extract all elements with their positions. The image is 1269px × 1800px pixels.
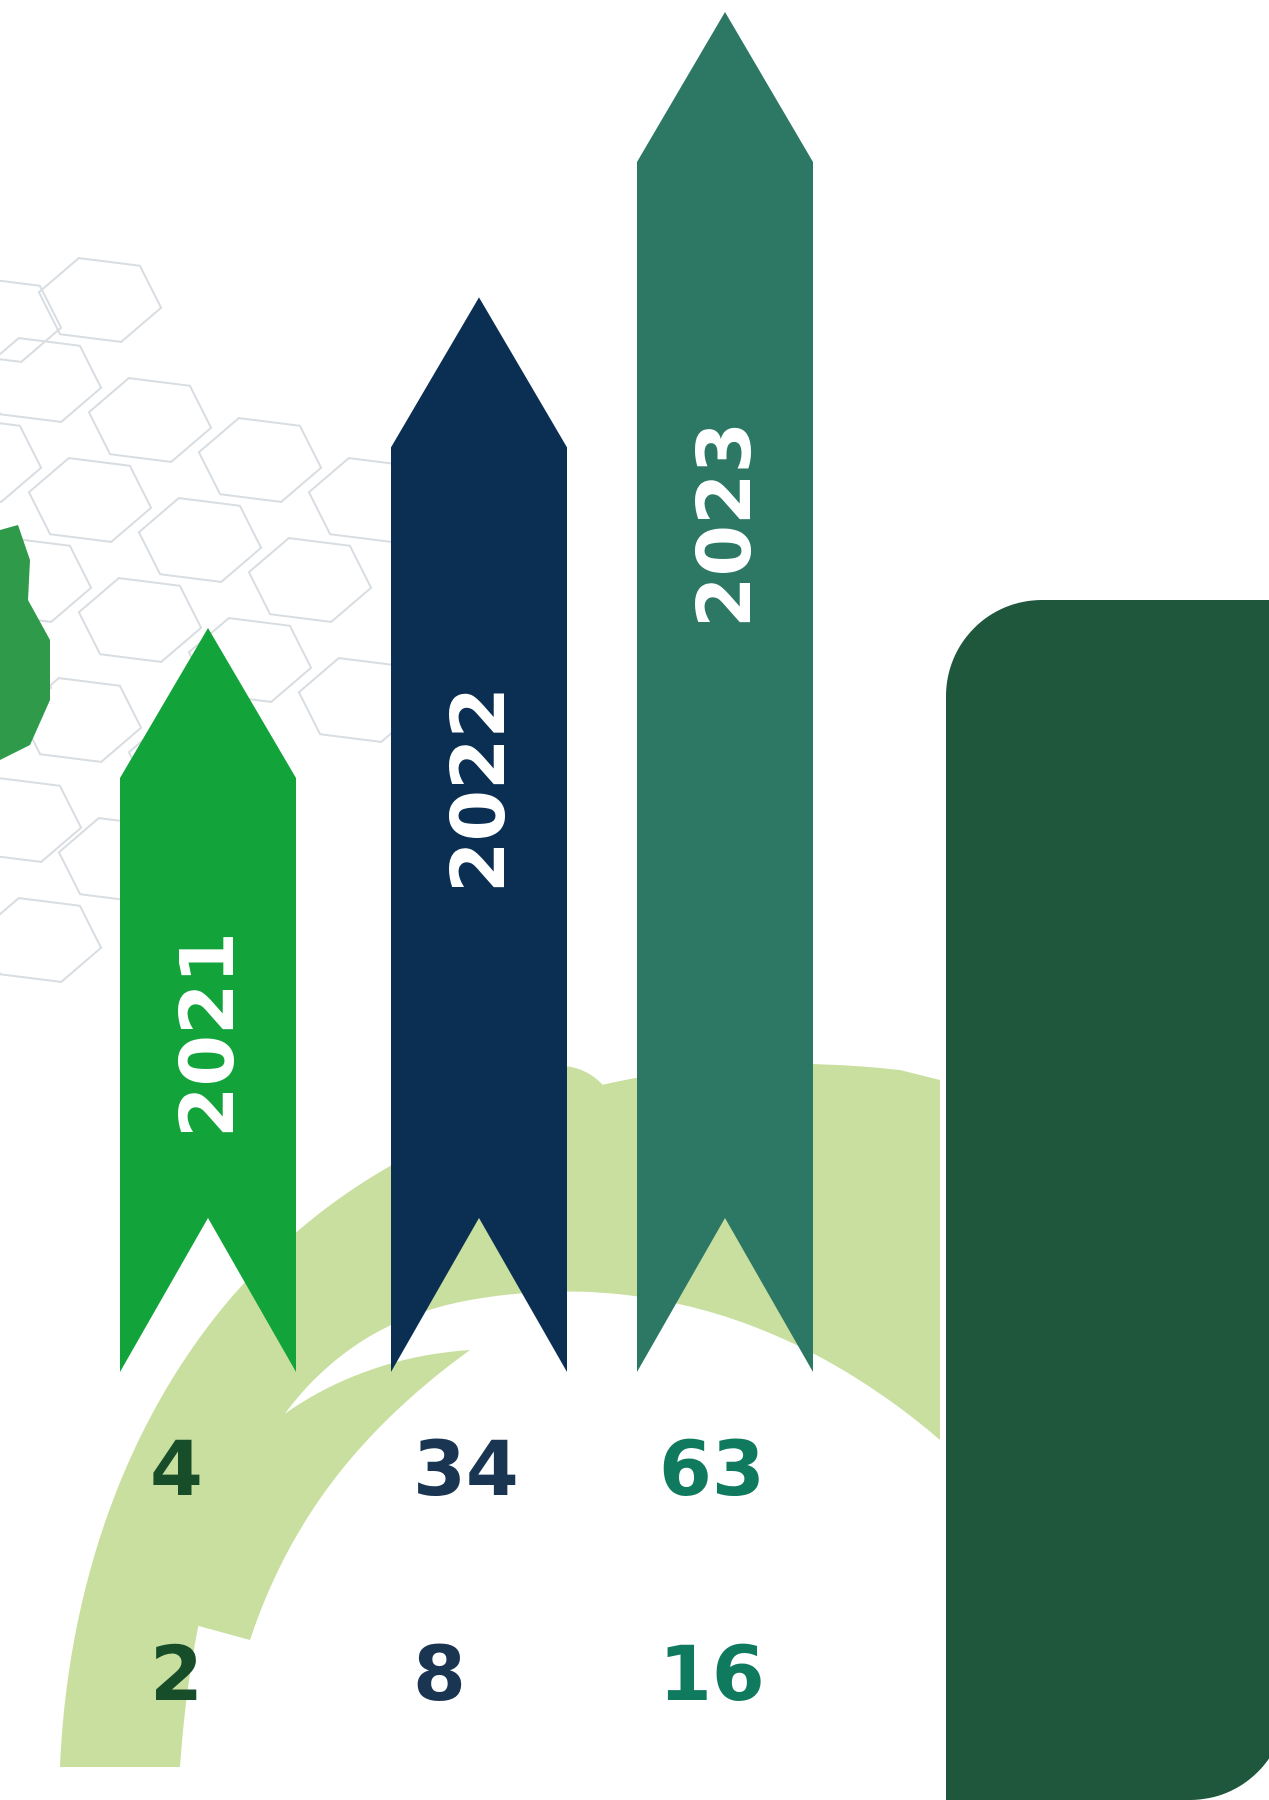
hexagon-cell [0, 777, 83, 863]
ribbon-arrow-2023 [637, 12, 813, 1372]
ribbon-arrow-2022 [391, 297, 567, 1372]
value-label-2023-1: 63 [659, 1424, 765, 1513]
side-panel [946, 600, 1269, 1800]
hexagon-cell [87, 377, 213, 463]
year-label-2023: 2023 [682, 422, 768, 628]
value-label-2021-1: 4 [150, 1424, 203, 1513]
hexagon-cell [137, 497, 263, 583]
ribbon-arrows: 2021 2022 2023 [120, 12, 813, 1372]
leaf-swoosh-inner [140, 1350, 470, 1640]
hexagon-cell [247, 537, 373, 623]
value-label-2022-2: 8 [413, 1629, 466, 1718]
map-fragment [0, 525, 50, 760]
hexagon-cell [0, 279, 63, 363]
leaf-swoosh-outer [60, 1063, 940, 1767]
year-label-2022: 2022 [436, 687, 522, 893]
metric-values: 4 2 34 8 63 16 [150, 1424, 765, 1718]
year-label-2021: 2021 [165, 932, 251, 1138]
value-label-2021-2: 2 [150, 1629, 203, 1718]
hexagon-cell [0, 337, 103, 423]
hexagon-cell [27, 457, 153, 543]
hexagon-cell [0, 537, 93, 623]
hexagon-cell [187, 617, 313, 703]
ribbon-arrow-2021 [120, 628, 296, 1372]
value-label-2023-2: 16 [659, 1629, 765, 1718]
value-label-2022-1: 34 [413, 1424, 519, 1513]
hexagon-cell [0, 897, 103, 983]
hexagon-cell [0, 422, 43, 503]
hexagon-cell [197, 417, 323, 503]
hexagon-cell [77, 577, 203, 663]
hexagon-cell [37, 257, 163, 343]
